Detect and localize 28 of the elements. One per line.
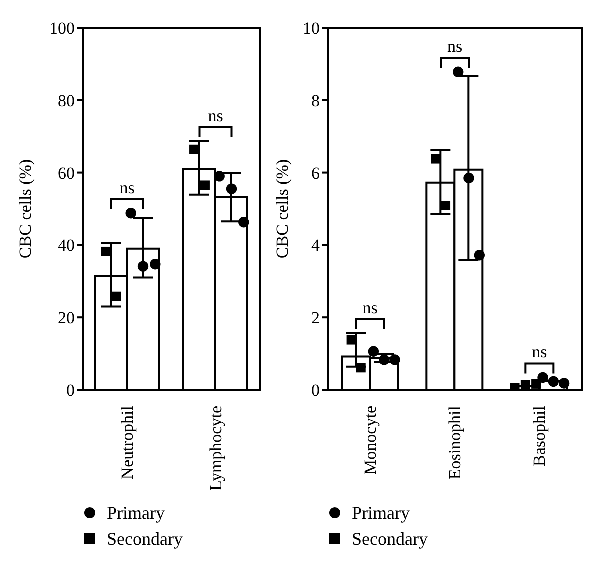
- y-tick-label: 10: [303, 19, 320, 38]
- x-tick-label: Lymphocyte: [206, 406, 226, 491]
- legend-label: Secondary: [107, 528, 183, 551]
- y-tick-label: 20: [58, 308, 75, 328]
- annotation: ns: [208, 106, 224, 126]
- annotation: ns: [447, 37, 463, 56]
- y-tick-label: 2: [312, 308, 320, 328]
- y-tick-label: 0: [312, 381, 320, 400]
- legend-label: Secondary: [352, 528, 428, 551]
- y-tick-label: 80: [58, 91, 75, 110]
- annotation: ns: [532, 342, 548, 362]
- x-tick-label: Neutrophil: [118, 406, 137, 480]
- y-axis-title: CBC cells (%): [16, 159, 36, 259]
- y-tick-label: 0: [66, 381, 75, 400]
- y-axis-title: CBC cells (%): [273, 159, 292, 259]
- y-tick-label: 6: [312, 164, 320, 183]
- legend-label: Primary: [107, 502, 165, 525]
- annotation: ns: [362, 298, 378, 318]
- y-tick-label: 100: [50, 19, 75, 38]
- y-tick-label: 4: [312, 236, 320, 256]
- annotation: ns: [120, 178, 135, 198]
- x-tick-label: Eosinophil: [446, 406, 464, 480]
- y-tick-label: 60: [58, 164, 75, 183]
- legend-label: Primary: [352, 502, 410, 525]
- x-tick-label: Monocyte: [360, 406, 380, 475]
- y-tick-label: 8: [312, 91, 320, 110]
- y-tick-label: 40: [58, 236, 75, 256]
- x-tick-label: Basophil: [530, 406, 550, 466]
